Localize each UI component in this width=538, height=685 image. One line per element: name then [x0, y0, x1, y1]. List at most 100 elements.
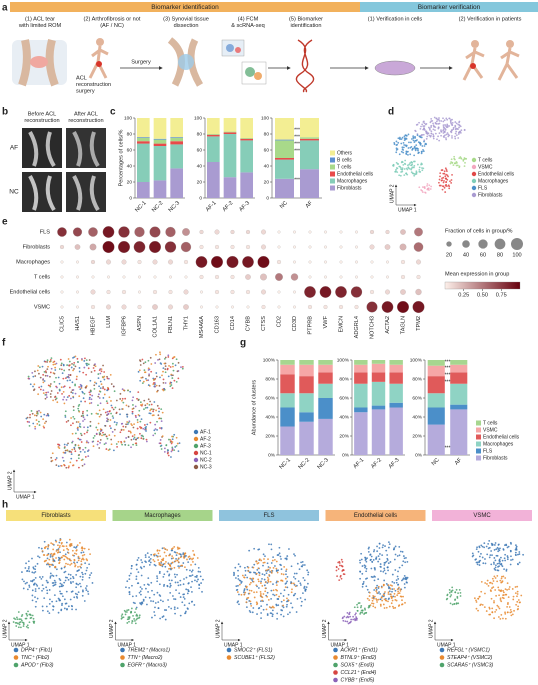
umap-x-label: UMAP 1: [16, 494, 35, 500]
umap-point: [506, 603, 509, 605]
legend-dot: [471, 157, 477, 163]
umap-point: [148, 596, 151, 599]
umap-point: [374, 606, 377, 609]
umap-point: [147, 379, 150, 382]
umap-point: [443, 180, 445, 182]
umap-point: [373, 579, 376, 582]
umap-point: [271, 615, 274, 618]
umap-point: [287, 613, 289, 616]
umap-x-label: UMAP 1: [118, 642, 137, 648]
umap-point: [401, 136, 404, 139]
umap-point: [424, 191, 426, 194]
legend-dot: [439, 655, 445, 660]
umap-point: [154, 606, 156, 609]
umap-point: [33, 383, 36, 386]
umap-point: [385, 583, 388, 585]
umap-point: [157, 601, 160, 604]
row-label: Endothelial cells: [10, 289, 51, 295]
umap-point: [516, 600, 519, 603]
dot: [134, 226, 145, 238]
umap-point: [511, 558, 514, 561]
umap-point: [518, 553, 521, 555]
umap-point: [243, 588, 246, 590]
umap-point: [240, 580, 243, 583]
umap-point: [518, 551, 521, 553]
umap-point: [271, 609, 274, 612]
umap-point: [145, 379, 148, 382]
umap-point: [70, 582, 72, 585]
umap-point: [105, 435, 108, 438]
umap-point: [173, 545, 176, 548]
umap-point: [68, 538, 71, 541]
umap-point: [495, 564, 497, 567]
umap-point: [130, 438, 133, 441]
umap-point: [124, 397, 127, 400]
umap-point: [293, 594, 296, 597]
umap-point: [448, 125, 451, 127]
umap-point: [288, 548, 290, 550]
umap-point: [348, 613, 350, 615]
umap-point: [414, 139, 417, 142]
legend-dot: [471, 171, 477, 177]
note: surgery: [76, 88, 95, 94]
umap-point: [391, 580, 394, 583]
umap-point: [272, 583, 274, 586]
umap-point: [191, 580, 193, 583]
umap-point: [65, 590, 68, 593]
umap-point: [302, 592, 304, 595]
umap-point: [267, 578, 270, 581]
umap-point: [489, 554, 492, 557]
umap-point: [181, 601, 184, 604]
umap-point: [448, 589, 451, 591]
umap-point: [156, 404, 159, 407]
umap-point: [63, 385, 66, 388]
umap-point: [70, 562, 73, 565]
umap-point: [367, 547, 370, 550]
umap-point: [251, 579, 253, 581]
umap-point: [72, 364, 75, 366]
umap-point: [494, 577, 497, 579]
umap-point: [406, 576, 409, 579]
umap-point: [131, 620, 134, 622]
umap-point: [444, 191, 447, 193]
umap-point: [102, 431, 104, 434]
umap-point: [82, 448, 85, 451]
umap-point: [123, 609, 126, 612]
umap-point: [72, 554, 74, 557]
umap-point: [136, 419, 139, 421]
umap-point: [97, 404, 99, 407]
umap-point: [91, 394, 94, 397]
bar-segment: [300, 169, 319, 198]
bar-segment: [450, 372, 468, 384]
gene-label: LUM: [106, 316, 112, 328]
umap-point: [147, 367, 150, 370]
dot: [215, 275, 219, 279]
umap-point: [475, 599, 477, 602]
dot: [293, 230, 296, 234]
umap-point: [388, 543, 391, 546]
umap-point: [149, 561, 152, 564]
umap-point: [391, 573, 394, 576]
umap-point: [65, 562, 67, 565]
umap-point: [423, 122, 426, 125]
umap-point: [245, 601, 248, 604]
umap-point: [25, 617, 28, 620]
dot: [91, 305, 95, 309]
umap-point: [383, 598, 386, 601]
umap-point: [62, 451, 65, 454]
dot: [261, 305, 266, 309]
umap-point: [420, 189, 423, 191]
umap-point: [271, 613, 274, 616]
umap-point: [35, 419, 38, 421]
umap-point: [72, 422, 74, 425]
bar-segment: [223, 131, 237, 133]
umap-point: [187, 588, 189, 591]
umap-point: [141, 382, 144, 385]
legend-label: CCL21⁺ (End4): [341, 670, 377, 676]
umap-point: [391, 590, 393, 593]
umap-point: [464, 161, 466, 164]
umap-point: [83, 392, 86, 395]
umap-point: [27, 567, 30, 570]
umap-point: [493, 600, 495, 602]
umap-point: [302, 577, 305, 579]
